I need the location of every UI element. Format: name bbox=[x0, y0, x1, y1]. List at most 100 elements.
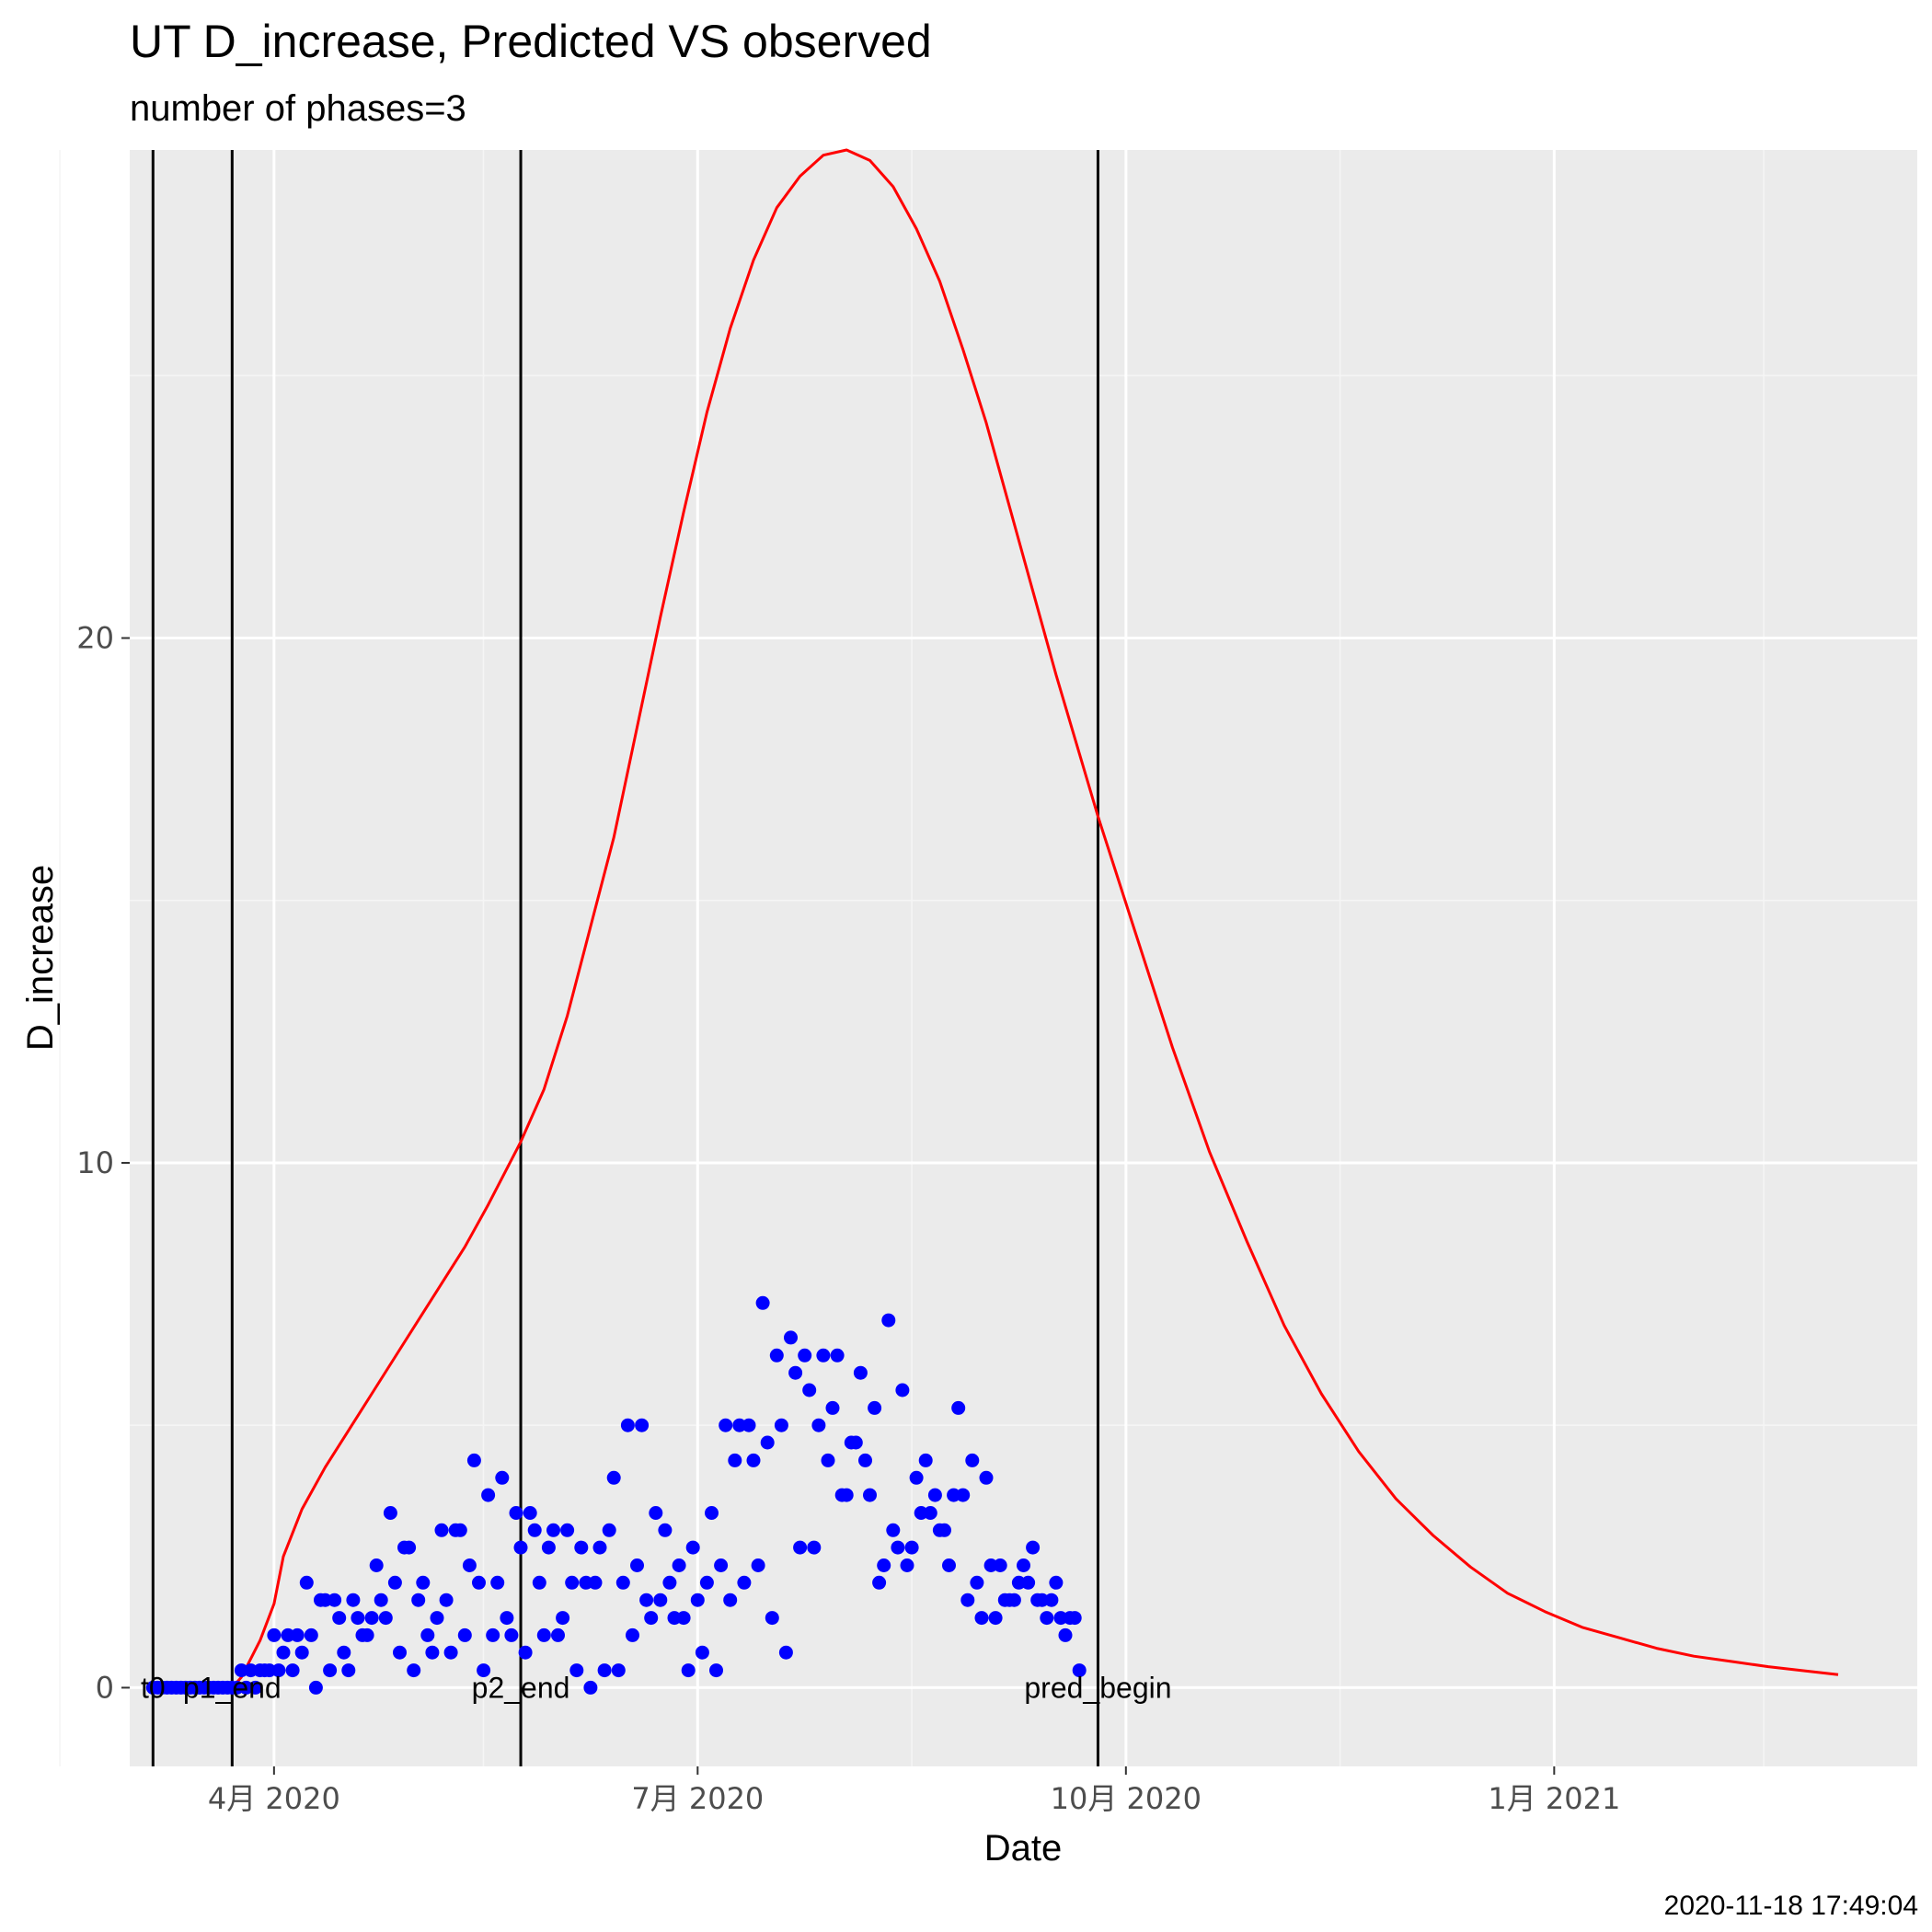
observed-point bbox=[1072, 1663, 1087, 1678]
observed-point bbox=[294, 1645, 309, 1660]
observed-point bbox=[477, 1663, 491, 1678]
observed-point bbox=[751, 1558, 765, 1572]
predicted-line bbox=[231, 148, 1839, 1689]
observed-point bbox=[672, 1558, 686, 1572]
observed-point bbox=[387, 1575, 402, 1590]
observed-point bbox=[597, 1663, 612, 1678]
observed-point bbox=[1021, 1575, 1036, 1590]
observed-point bbox=[620, 1418, 635, 1432]
observed-point bbox=[626, 1627, 639, 1642]
y-tick-label: 10 bbox=[76, 1145, 114, 1180]
observed-point bbox=[411, 1593, 426, 1607]
observed-point bbox=[630, 1558, 644, 1572]
observed-point bbox=[332, 1611, 347, 1626]
observed-point bbox=[416, 1575, 431, 1590]
observed-point bbox=[839, 1488, 854, 1502]
observed-point bbox=[802, 1383, 817, 1397]
observed-point bbox=[676, 1611, 691, 1626]
chart-subtitle: number of phases=3 bbox=[130, 88, 466, 129]
observed-point bbox=[886, 1523, 901, 1537]
observed-point bbox=[956, 1488, 971, 1502]
observed-point bbox=[685, 1540, 700, 1555]
observed-point bbox=[611, 1663, 626, 1678]
observed-point bbox=[443, 1645, 458, 1660]
x-axis-label: Date bbox=[984, 1828, 1063, 1869]
observed-point bbox=[407, 1663, 421, 1678]
observed-point bbox=[658, 1523, 673, 1537]
vertical-lines bbox=[151, 150, 1099, 1766]
observed-point bbox=[402, 1540, 417, 1555]
observed-point bbox=[337, 1645, 351, 1660]
observed-point bbox=[276, 1645, 291, 1660]
observed-point bbox=[816, 1348, 831, 1363]
observed-point bbox=[383, 1506, 397, 1520]
observed-point bbox=[662, 1575, 677, 1590]
observed-point bbox=[583, 1680, 598, 1695]
observed-point bbox=[560, 1523, 575, 1537]
observed-point bbox=[518, 1645, 533, 1660]
observed-point bbox=[811, 1418, 826, 1432]
observed-point bbox=[374, 1593, 388, 1607]
observed-point bbox=[891, 1540, 905, 1555]
observed-point bbox=[393, 1645, 407, 1660]
observed-point bbox=[490, 1575, 505, 1590]
vline-label-t0: t0 bbox=[141, 1671, 166, 1704]
observed-point bbox=[290, 1627, 305, 1642]
observed-point bbox=[504, 1627, 519, 1642]
observed-point bbox=[551, 1627, 565, 1642]
observed-point bbox=[728, 1453, 742, 1467]
x-tick-label: 1月 2021 bbox=[1488, 1781, 1620, 1816]
observed-point bbox=[472, 1575, 486, 1590]
observed-point bbox=[895, 1383, 910, 1397]
observed-point bbox=[705, 1506, 719, 1520]
observed-point bbox=[863, 1488, 877, 1502]
observed-point bbox=[439, 1593, 454, 1607]
observed-point bbox=[271, 1663, 286, 1678]
observed-point bbox=[974, 1611, 989, 1626]
observed-point bbox=[592, 1540, 607, 1555]
observed-point bbox=[462, 1558, 477, 1572]
observed-point bbox=[923, 1506, 937, 1520]
observed-point bbox=[937, 1523, 951, 1537]
observed-point bbox=[798, 1348, 812, 1363]
observed-point bbox=[942, 1558, 956, 1572]
observed-point bbox=[500, 1611, 514, 1626]
observed-point bbox=[900, 1558, 914, 1572]
observed-point bbox=[588, 1575, 603, 1590]
observed-point bbox=[877, 1558, 891, 1572]
observed-point bbox=[719, 1418, 733, 1432]
observed-point bbox=[602, 1523, 616, 1537]
x-tick-label: 4月 2020 bbox=[208, 1781, 340, 1816]
observed-point bbox=[1006, 1593, 1021, 1607]
x-axis-ticks: 4月 2020 7月 2020 10月 2020 1月 2021 bbox=[208, 1766, 1620, 1816]
observed-point bbox=[714, 1558, 729, 1572]
observed-point bbox=[918, 1453, 933, 1467]
vertical-line-labels: t0 p1_end p2_end pred_begin bbox=[141, 1671, 1172, 1704]
observed-point bbox=[784, 1330, 798, 1345]
observed-point bbox=[1040, 1611, 1054, 1626]
observed-point bbox=[523, 1506, 537, 1520]
observed-point bbox=[453, 1523, 467, 1537]
observed-point bbox=[574, 1540, 589, 1555]
observed-point bbox=[951, 1400, 966, 1415]
observed-point bbox=[556, 1611, 570, 1626]
observed-point bbox=[649, 1506, 663, 1520]
observed-point bbox=[644, 1611, 659, 1626]
observed-point bbox=[639, 1593, 654, 1607]
observed-point bbox=[970, 1575, 984, 1590]
observed-point bbox=[1058, 1627, 1073, 1642]
observed-point bbox=[778, 1645, 793, 1660]
observed-point bbox=[881, 1313, 896, 1328]
observed-point bbox=[509, 1506, 523, 1520]
observed-point bbox=[536, 1627, 551, 1642]
observed-point bbox=[853, 1365, 868, 1380]
observed-point bbox=[960, 1593, 975, 1607]
vline-label-p1-end: p1_end bbox=[183, 1671, 282, 1704]
observed-point bbox=[420, 1627, 435, 1642]
observed-point bbox=[769, 1348, 784, 1363]
observed-point bbox=[606, 1470, 621, 1485]
observed-point bbox=[821, 1453, 835, 1467]
observed-point bbox=[351, 1611, 365, 1626]
observed-point bbox=[360, 1627, 374, 1642]
